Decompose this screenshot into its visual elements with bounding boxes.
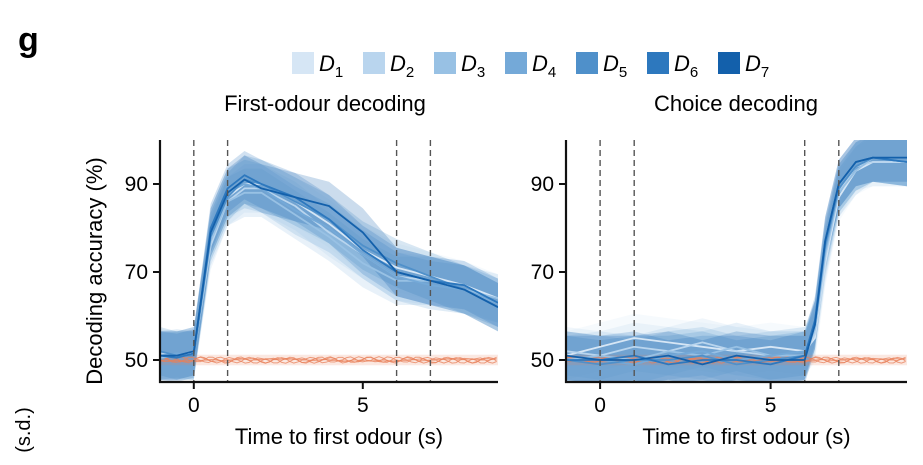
legend-label: D4 (532, 51, 556, 81)
y-tick-label: 50 (125, 349, 148, 372)
legend-item-d3: D3 (434, 51, 485, 81)
panel-choice: Choice decoding 50 70 90 0 5 Time to first odo… (531, 91, 907, 449)
legend-swatch (434, 52, 456, 74)
legend-swatch (576, 52, 598, 74)
y-tick-label: 70 (125, 261, 148, 284)
panel-title: Choice decoding (654, 91, 818, 116)
band-d6 (160, 151, 498, 382)
x-tick-label: 5 (357, 394, 369, 417)
panel-first-odour: First-odour decoding 50 70 90 0 5 Time to firs… (82, 91, 498, 449)
legend-item-d6: D6 (647, 51, 698, 81)
legend-item-d7: D7 (718, 51, 769, 81)
legend: D1 D2 D3 D4 D5 D6 D7 (292, 51, 769, 81)
x-tick-label: 0 (188, 394, 200, 417)
shuffle-line (160, 356, 497, 364)
legend-item-d5: D5 (576, 51, 627, 81)
edge-label: (s.d.) (13, 407, 35, 453)
legend-swatch (505, 52, 527, 74)
plot-area (160, 151, 498, 382)
legend-swatch (718, 52, 740, 74)
legend-label: D6 (674, 51, 698, 81)
panel-title: First-odour decoding (224, 91, 426, 116)
plot-area (566, 140, 907, 382)
legend-label: D5 (603, 51, 627, 81)
y-tick-label: 90 (125, 173, 148, 196)
y-axis-label: Decoding accuracy (%) (82, 157, 107, 384)
y-tick-label: 50 (531, 349, 554, 372)
band-d1 (566, 140, 907, 380)
legend-swatch (292, 52, 314, 74)
legend-swatch (647, 52, 669, 74)
y-tick-label: 90 (531, 173, 554, 196)
shuffle-line (160, 356, 497, 364)
series-line-d7 (566, 156, 907, 366)
x-axis-label: Time to first odour (s) (642, 424, 850, 449)
legend-label: D2 (390, 51, 414, 81)
x-axis-label: Time to first odour (s) (235, 424, 443, 449)
x-tick-label: 5 (765, 394, 777, 417)
legend-label: D3 (461, 51, 485, 81)
legend-swatch (363, 52, 385, 74)
legend-item-d2: D2 (363, 51, 414, 81)
legend-label: D1 (319, 51, 343, 81)
series-line-d7 (160, 178, 498, 357)
y-tick-label: 70 (531, 261, 554, 284)
x-tick-label: 0 (594, 394, 606, 417)
legend-label: D7 (745, 51, 769, 81)
panel-letter: g (18, 21, 39, 59)
shuffle-line (160, 356, 497, 364)
legend-item-d4: D4 (505, 51, 556, 81)
legend-item-d1: D1 (292, 51, 343, 81)
